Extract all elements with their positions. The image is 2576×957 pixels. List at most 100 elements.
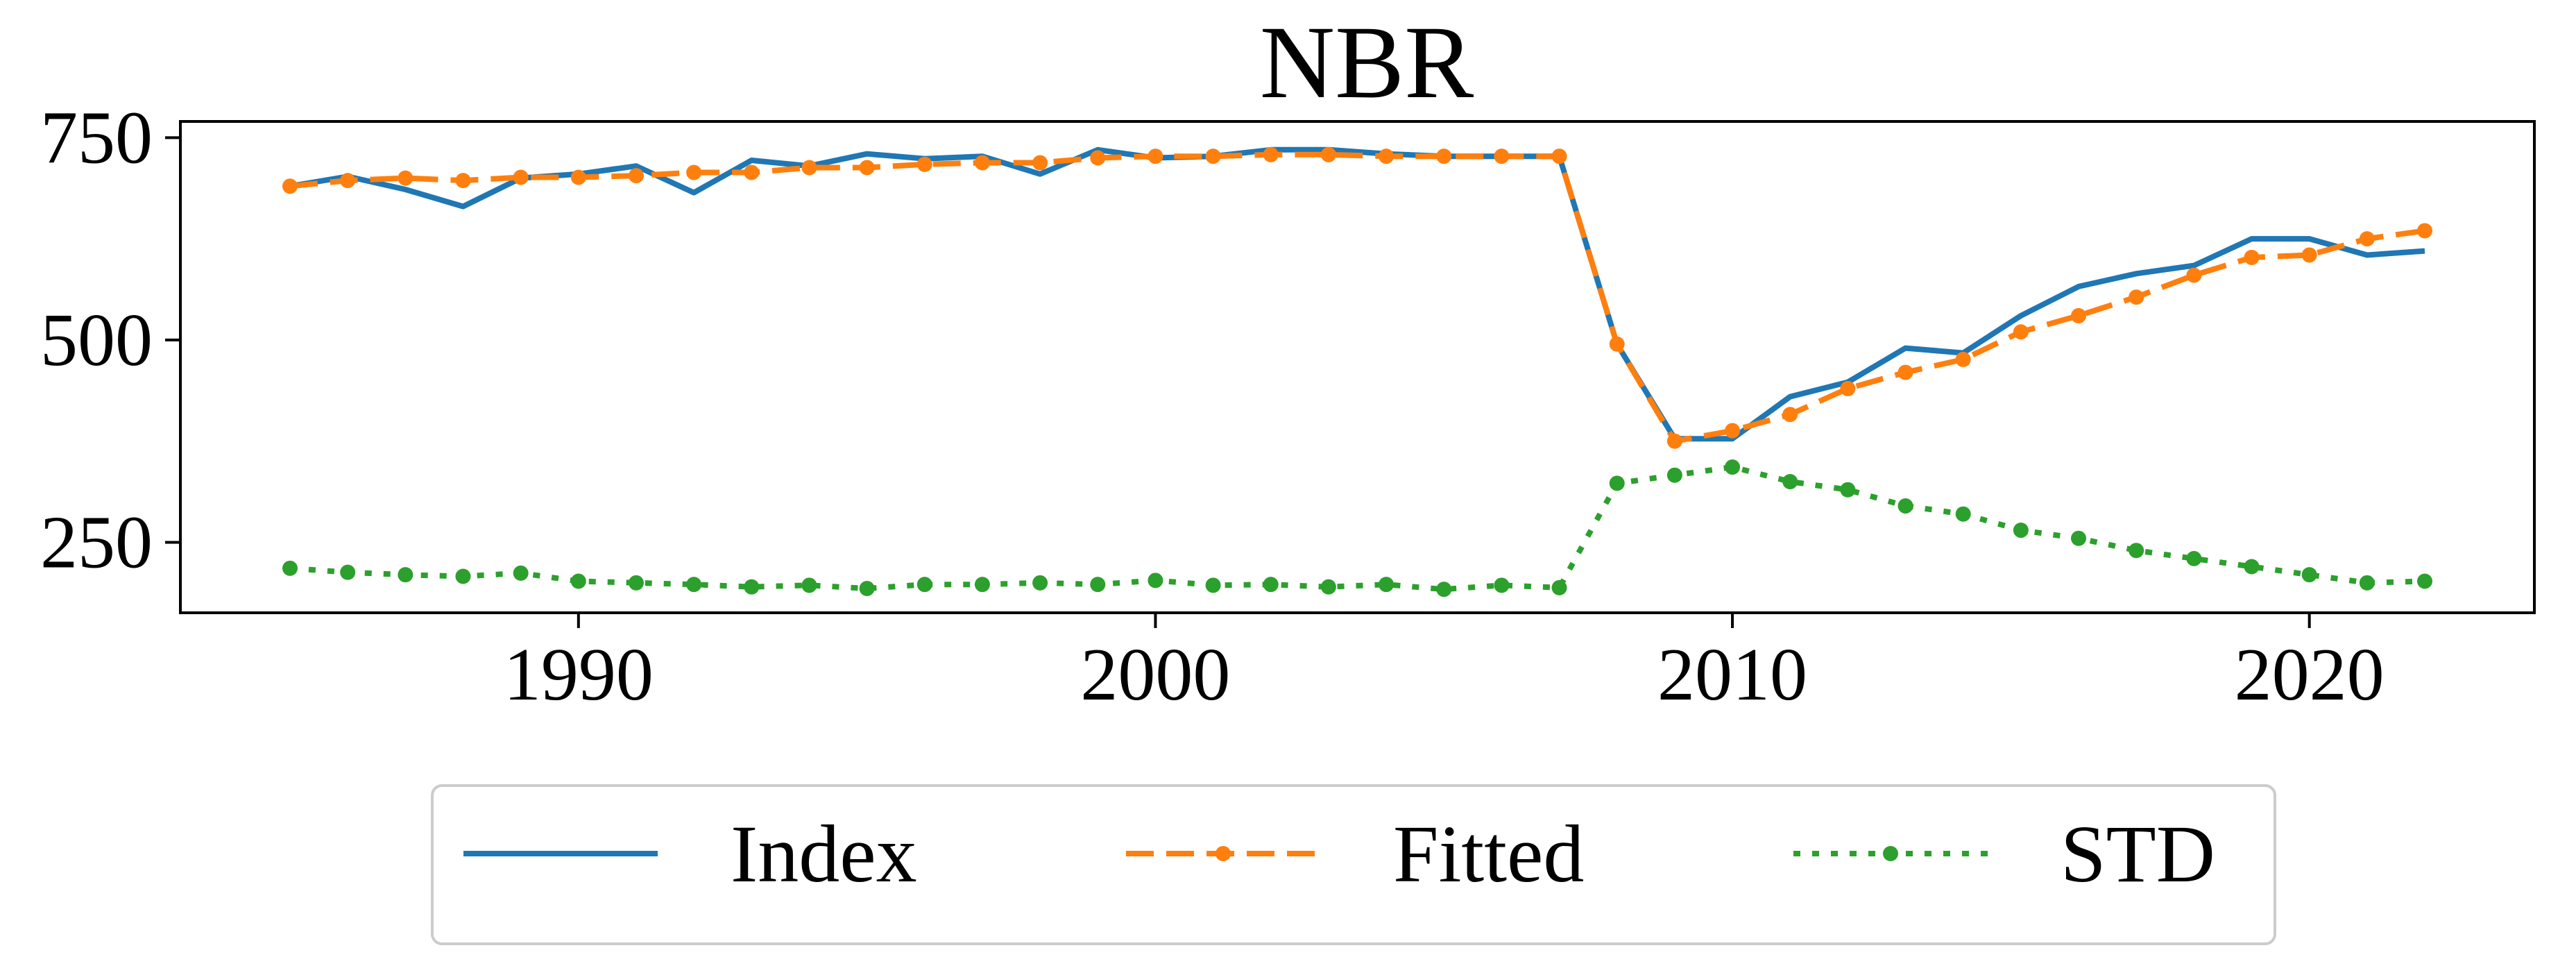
data-point-fitted — [398, 170, 413, 186]
data-point-std — [1897, 498, 1913, 514]
data-point-fitted — [1840, 380, 1856, 396]
series-line-index — [289, 146, 2425, 442]
data-point-fitted — [1609, 336, 1625, 352]
data-point-std — [1551, 579, 1567, 595]
data-point-fitted — [340, 173, 356, 189]
data-point-fitted — [2186, 267, 2202, 283]
plot-frame — [179, 120, 2536, 614]
data-point-std — [1205, 577, 1221, 593]
data-point-std — [1379, 577, 1394, 593]
data-point-fitted — [1782, 407, 1798, 423]
data-point-fitted — [2359, 231, 2375, 247]
data-point-fitted — [1379, 149, 1394, 164]
data-point-std — [916, 577, 932, 593]
axis-ticks: 1990 2000 2010 2020 250 500 750 — [40, 96, 2385, 716]
data-point-fitted — [1090, 150, 1106, 166]
data-point-fitted — [686, 164, 702, 180]
data-point-fitted — [1551, 149, 1567, 164]
data-point-fitted — [1148, 149, 1163, 164]
data-point-fitted — [1032, 155, 1048, 171]
data-point-std — [2416, 573, 2432, 589]
data-point-fitted — [2071, 307, 2087, 323]
data-point-std — [1263, 577, 1279, 593]
data-point-fitted — [1666, 433, 1682, 449]
data-point-std — [1320, 579, 1336, 595]
data-point-std — [1782, 474, 1798, 490]
data-point-std — [1840, 482, 1856, 498]
data-point-std — [2013, 523, 2029, 539]
legend-entry-std: STD — [1793, 808, 2215, 899]
data-point-fitted — [801, 160, 817, 176]
data-point-std — [974, 577, 990, 593]
legend-entry-index: Index — [463, 808, 917, 899]
data-point-fitted — [282, 178, 298, 194]
data-point-fitted — [2301, 247, 2317, 263]
data-point-std — [455, 568, 471, 584]
data-point-std — [1725, 459, 1741, 475]
data-point-std — [2071, 530, 2087, 546]
data-point-std — [398, 567, 413, 583]
data-point-std — [2129, 543, 2144, 559]
legend-label-index: Index — [731, 808, 917, 899]
data-point-std — [2359, 575, 2375, 591]
data-point-std — [628, 575, 644, 591]
x-tick-label: 2020 — [2235, 634, 2385, 716]
data-point-std — [1666, 467, 1682, 483]
data-point-fitted — [1897, 364, 1913, 380]
data-point-fitted — [859, 160, 875, 176]
data-point-std — [2244, 559, 2260, 575]
y-tick-label: 500 — [40, 299, 153, 382]
series-layer — [282, 146, 2432, 598]
data-point-std — [513, 565, 529, 581]
x-tick-label: 2010 — [1657, 634, 1807, 716]
legend-box — [431, 784, 2276, 945]
data-point-fitted — [1205, 149, 1221, 164]
data-point-fitted — [513, 169, 529, 185]
data-point-fitted — [974, 155, 990, 171]
legend: Index Fitted STD — [431, 784, 2276, 945]
data-point-std — [1494, 577, 1510, 593]
y-tick-label: 750 — [40, 96, 153, 179]
legend-label-fitted: Fitted — [1393, 808, 1584, 899]
data-point-fitted — [1494, 149, 1510, 164]
data-point-fitted — [1955, 351, 1971, 367]
chart-title: NBR — [1260, 5, 1474, 120]
data-point-std — [801, 577, 817, 593]
data-point-std — [744, 579, 760, 595]
data-point-std — [686, 577, 702, 593]
data-point-fitted — [628, 168, 644, 184]
data-point-std — [570, 573, 586, 589]
legend-marker-fitted — [1216, 846, 1231, 861]
data-point-std — [1090, 577, 1106, 593]
data-point-fitted — [744, 164, 760, 180]
data-point-std — [282, 560, 298, 576]
x-tick-label: 2000 — [1080, 634, 1230, 716]
data-point-fitted — [2416, 223, 2432, 239]
data-point-fitted — [2013, 324, 2029, 340]
data-point-fitted — [1263, 146, 1279, 162]
series-std — [282, 459, 2432, 598]
data-point-std — [859, 581, 875, 597]
legend-marker-std — [1883, 846, 1898, 861]
data-point-std — [1955, 506, 1971, 522]
series-line-fitted — [289, 151, 2425, 444]
series-line-std — [289, 464, 2425, 593]
data-point-fitted — [1436, 149, 1452, 164]
data-point-fitted — [1725, 423, 1741, 439]
data-point-std — [2301, 567, 2317, 583]
data-point-std — [1032, 575, 1048, 591]
data-point-std — [1436, 582, 1452, 598]
plot-area — [179, 120, 2536, 614]
x-tick-label: 1990 — [504, 634, 654, 716]
series-index — [289, 146, 2425, 442]
data-point-std — [340, 564, 356, 580]
data-point-std — [1609, 475, 1625, 491]
legend-label-std: STD — [2061, 808, 2215, 899]
data-point-fitted — [916, 156, 932, 172]
data-point-fitted — [2129, 289, 2144, 305]
data-point-fitted — [455, 173, 471, 189]
data-point-fitted — [570, 169, 586, 185]
data-point-fitted — [1320, 146, 1336, 162]
series-fitted — [282, 146, 2432, 449]
